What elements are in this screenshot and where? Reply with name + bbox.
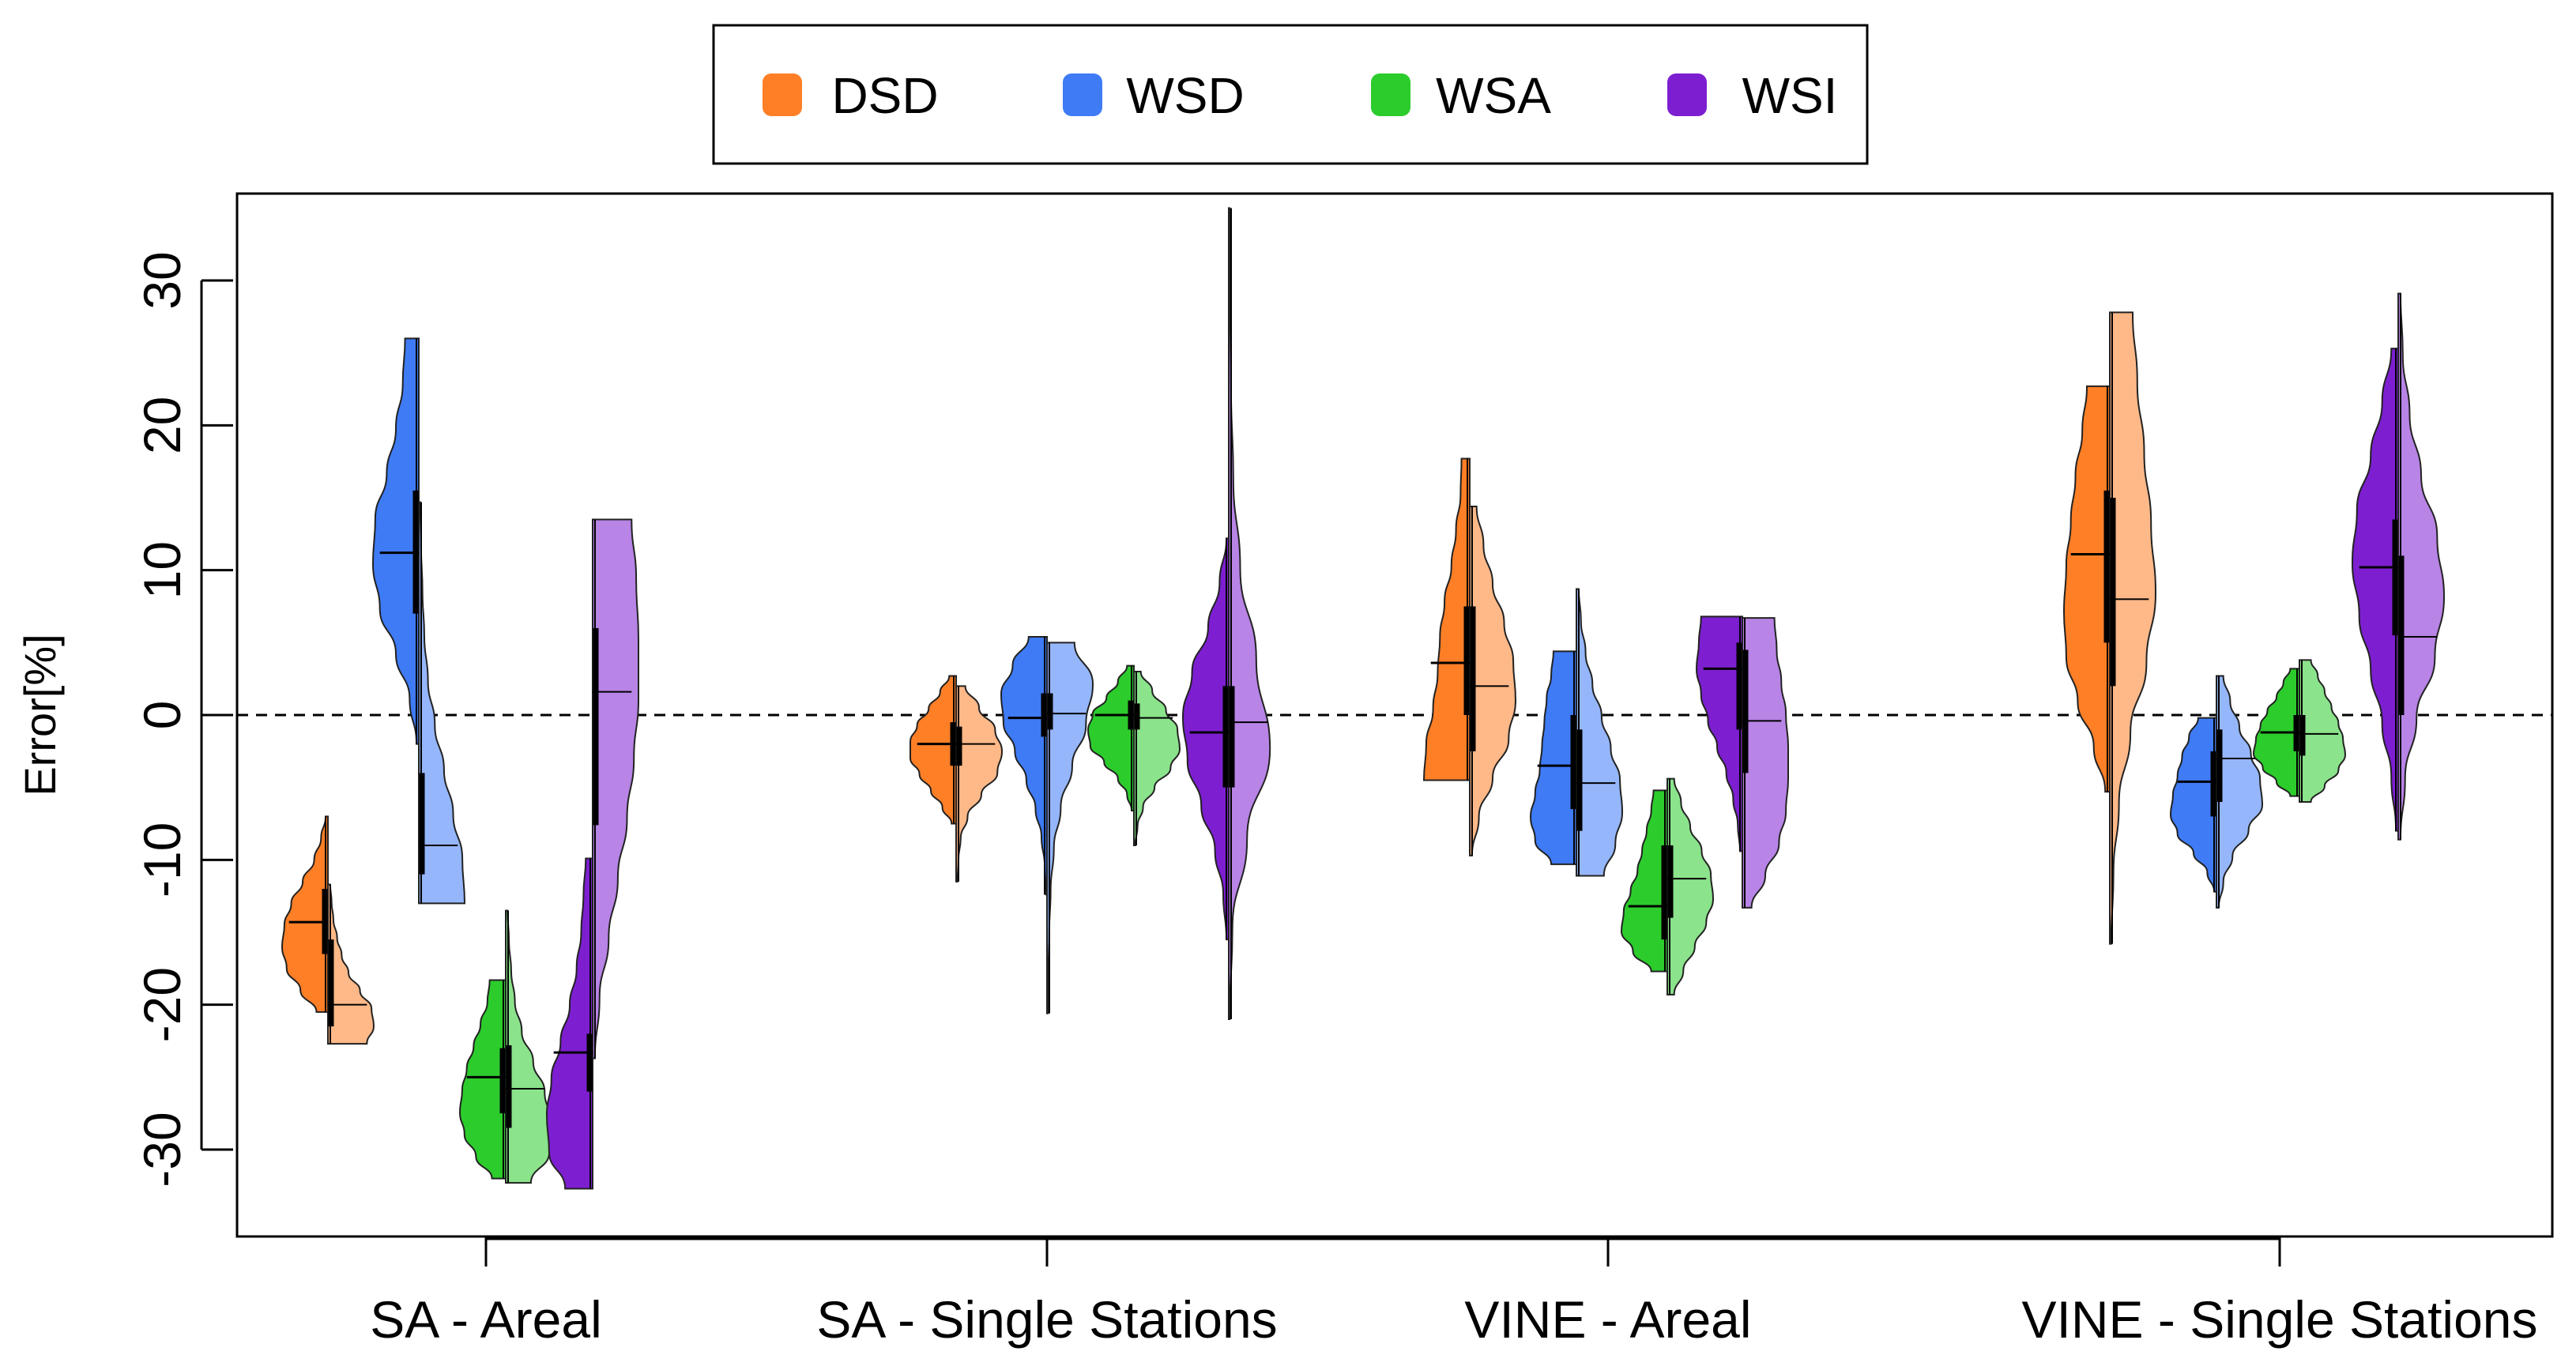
violin-half-right bbox=[327, 883, 375, 1045]
violin-wsa bbox=[2252, 659, 2347, 803]
violin-half-left bbox=[1087, 664, 1135, 811]
violin-half-left bbox=[1000, 636, 1048, 896]
violin-wsa bbox=[1087, 664, 1181, 846]
x-tick-label: VINE - Single Stations bbox=[2022, 1290, 2538, 1349]
violin-half-left bbox=[1422, 457, 1471, 781]
violin-wsd bbox=[1000, 636, 1094, 1014]
violin-half-left bbox=[2351, 348, 2399, 832]
violin-wsd bbox=[2169, 675, 2264, 909]
violin-half-left bbox=[281, 815, 329, 1013]
violin-half-right bbox=[2216, 675, 2264, 909]
legend: DSD WSD WSA WSI bbox=[712, 24, 1869, 165]
violin-wsi bbox=[1181, 207, 1271, 1020]
legend-label-wsi: WSI bbox=[1742, 67, 1838, 124]
violin-half-right bbox=[1133, 671, 1181, 846]
violin-half-left bbox=[1529, 650, 1577, 865]
violin-wsi bbox=[1695, 615, 1790, 909]
violin-half-left bbox=[1620, 789, 1668, 973]
legend-swatch-wsd bbox=[1063, 73, 1102, 116]
y-axis: -30 -20 -10 0 10 20 30 bbox=[133, 251, 233, 1188]
y-tick-label: -20 bbox=[133, 967, 191, 1042]
violin-half-right bbox=[1666, 777, 1715, 996]
violin-half-left bbox=[458, 979, 507, 1180]
violin-half-right bbox=[955, 685, 1004, 883]
violin-half-left bbox=[910, 675, 957, 825]
violins bbox=[281, 207, 2446, 1190]
y-tick-label: 10 bbox=[133, 541, 191, 599]
y-tick-label: 20 bbox=[133, 397, 191, 454]
violin-wsi bbox=[2351, 292, 2446, 841]
violin-half-right bbox=[1228, 207, 1271, 1020]
violin-half-left bbox=[545, 857, 593, 1190]
violin-half-left bbox=[2169, 717, 2217, 893]
violin-half-left bbox=[1181, 537, 1230, 941]
violin-wsd bbox=[371, 337, 466, 905]
violin-dsd bbox=[910, 675, 1004, 883]
violin-wsa bbox=[1620, 777, 1715, 996]
violin-dsd bbox=[1422, 457, 1517, 856]
x-tick-label: SA - Areal bbox=[370, 1290, 602, 1349]
violin-half-right bbox=[2109, 311, 2157, 945]
x-tick-label: VINE - Areal bbox=[1464, 1290, 1751, 1349]
legend-swatch-wsi bbox=[1667, 73, 1707, 116]
legend-label-dsd: DSD bbox=[831, 67, 938, 124]
violin-dsd bbox=[2062, 311, 2157, 945]
y-axis-title: Error[%] bbox=[15, 634, 65, 796]
y-tick-label: 30 bbox=[133, 251, 191, 309]
x-axis: SA - Areal SA - Single Stations VINE - Are… bbox=[370, 1236, 2537, 1349]
violin-half-right bbox=[1576, 588, 1624, 877]
violin-dsd bbox=[281, 815, 375, 1045]
violin-half-right bbox=[1046, 642, 1094, 1014]
y-tick-label: 0 bbox=[133, 701, 191, 730]
y-tick-label: -30 bbox=[133, 1112, 191, 1187]
violin-half-right bbox=[2397, 292, 2446, 841]
violin-wsa bbox=[458, 909, 553, 1184]
violin-wsd bbox=[1529, 588, 1624, 877]
legend-label-wsa: WSA bbox=[1436, 67, 1551, 124]
violin-half-left bbox=[2062, 385, 2111, 793]
y-tick-label: -10 bbox=[133, 822, 191, 898]
x-tick-label: SA - Single Stations bbox=[816, 1290, 1277, 1349]
violin-half-left bbox=[371, 337, 420, 745]
legend-swatch-wsa bbox=[1371, 73, 1410, 116]
violin-half-left bbox=[1695, 615, 1743, 853]
legend-label-wsd: WSD bbox=[1126, 67, 1244, 124]
legend-swatch-dsd bbox=[763, 73, 802, 116]
violin-half-right bbox=[418, 501, 466, 905]
violin-wsi bbox=[545, 518, 640, 1190]
violin-half-right bbox=[592, 518, 640, 1060]
violin-half-right bbox=[505, 909, 553, 1184]
violin-half-right bbox=[1469, 506, 1517, 856]
violin-half-right bbox=[2299, 659, 2347, 803]
violin-half-right bbox=[1742, 617, 1790, 909]
